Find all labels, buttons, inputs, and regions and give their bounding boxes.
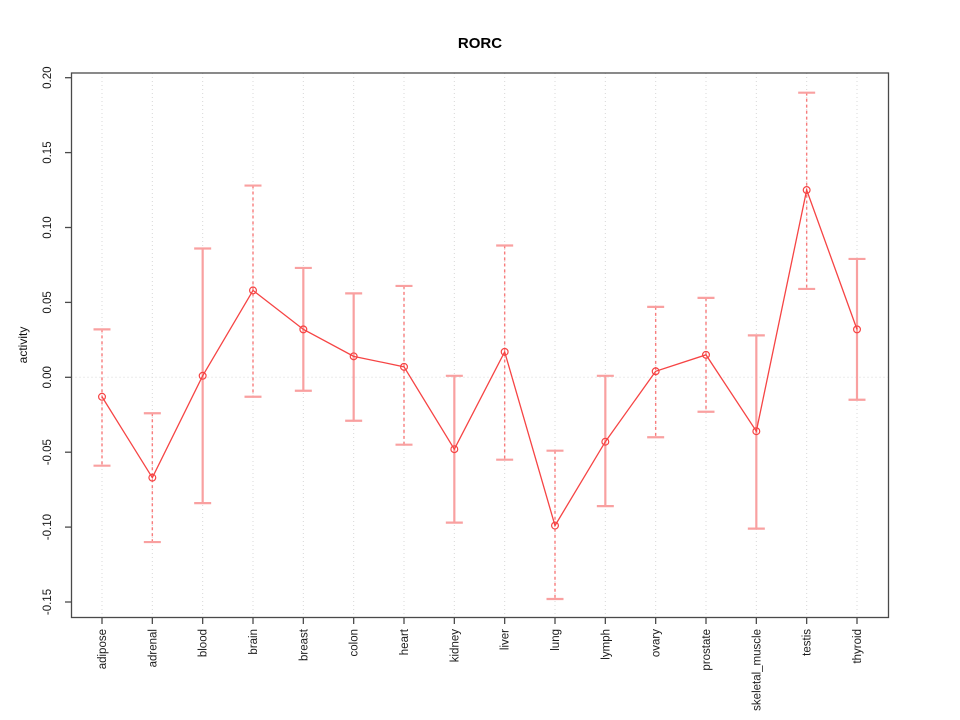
data-point-circle (97, 392, 106, 401)
y-tick-label: 0.10 (42, 216, 54, 238)
data-point-circle (349, 352, 358, 361)
y-tick-label: -0.05 (42, 439, 54, 465)
x-tick-label: brain (248, 629, 260, 655)
x-tick-label: breast (298, 628, 310, 661)
data-point-circle (399, 362, 408, 371)
y-tick-label: -0.10 (42, 514, 54, 540)
x-tick-label: adrenal (147, 629, 159, 667)
data-point-circle (299, 325, 308, 334)
x-tick-label: prostate (701, 629, 713, 671)
x-tick-label: skeletal_muscle (751, 629, 763, 711)
y-tick-label: -0.15 (42, 589, 54, 615)
x-tick-label: heart (399, 628, 411, 655)
y-tick-label: 0.00 (42, 366, 54, 388)
data-point-circle (550, 521, 559, 530)
x-tick-label: adipose (97, 629, 109, 669)
data-point-circle (701, 350, 710, 359)
data-point-circle (248, 286, 257, 295)
y-axis-label: activity (16, 327, 30, 364)
plot-box (70, 72, 890, 619)
x-tick-label: liver (500, 629, 512, 650)
y-tick-label: 0.05 (42, 291, 54, 313)
data-point-circle (148, 473, 157, 482)
data-point-circle (752, 427, 761, 436)
x-tick-label: lung (550, 629, 562, 651)
x-tick-label: kidney (449, 629, 461, 662)
x-tick-label: testis (802, 629, 814, 656)
data-point-circle (198, 371, 207, 380)
chart-title: RORC (458, 35, 502, 52)
data-point-circle (852, 325, 861, 334)
data-point-circle (450, 445, 459, 454)
y-tick-label: 0.15 (42, 141, 54, 163)
x-tick-label: lymph (600, 629, 612, 660)
x-tick-label: ovary (651, 629, 663, 657)
x-tick-label: blood (198, 629, 210, 657)
data-point-circle (651, 367, 660, 376)
series-line (101, 187, 858, 528)
data-point-circle (802, 186, 811, 195)
data-point-circle (500, 347, 509, 356)
y-tick-label: 0.20 (42, 67, 54, 89)
x-tick-label: thyroid (852, 629, 864, 664)
x-tick-label: colon (349, 629, 361, 657)
data-point-circle (601, 437, 610, 446)
